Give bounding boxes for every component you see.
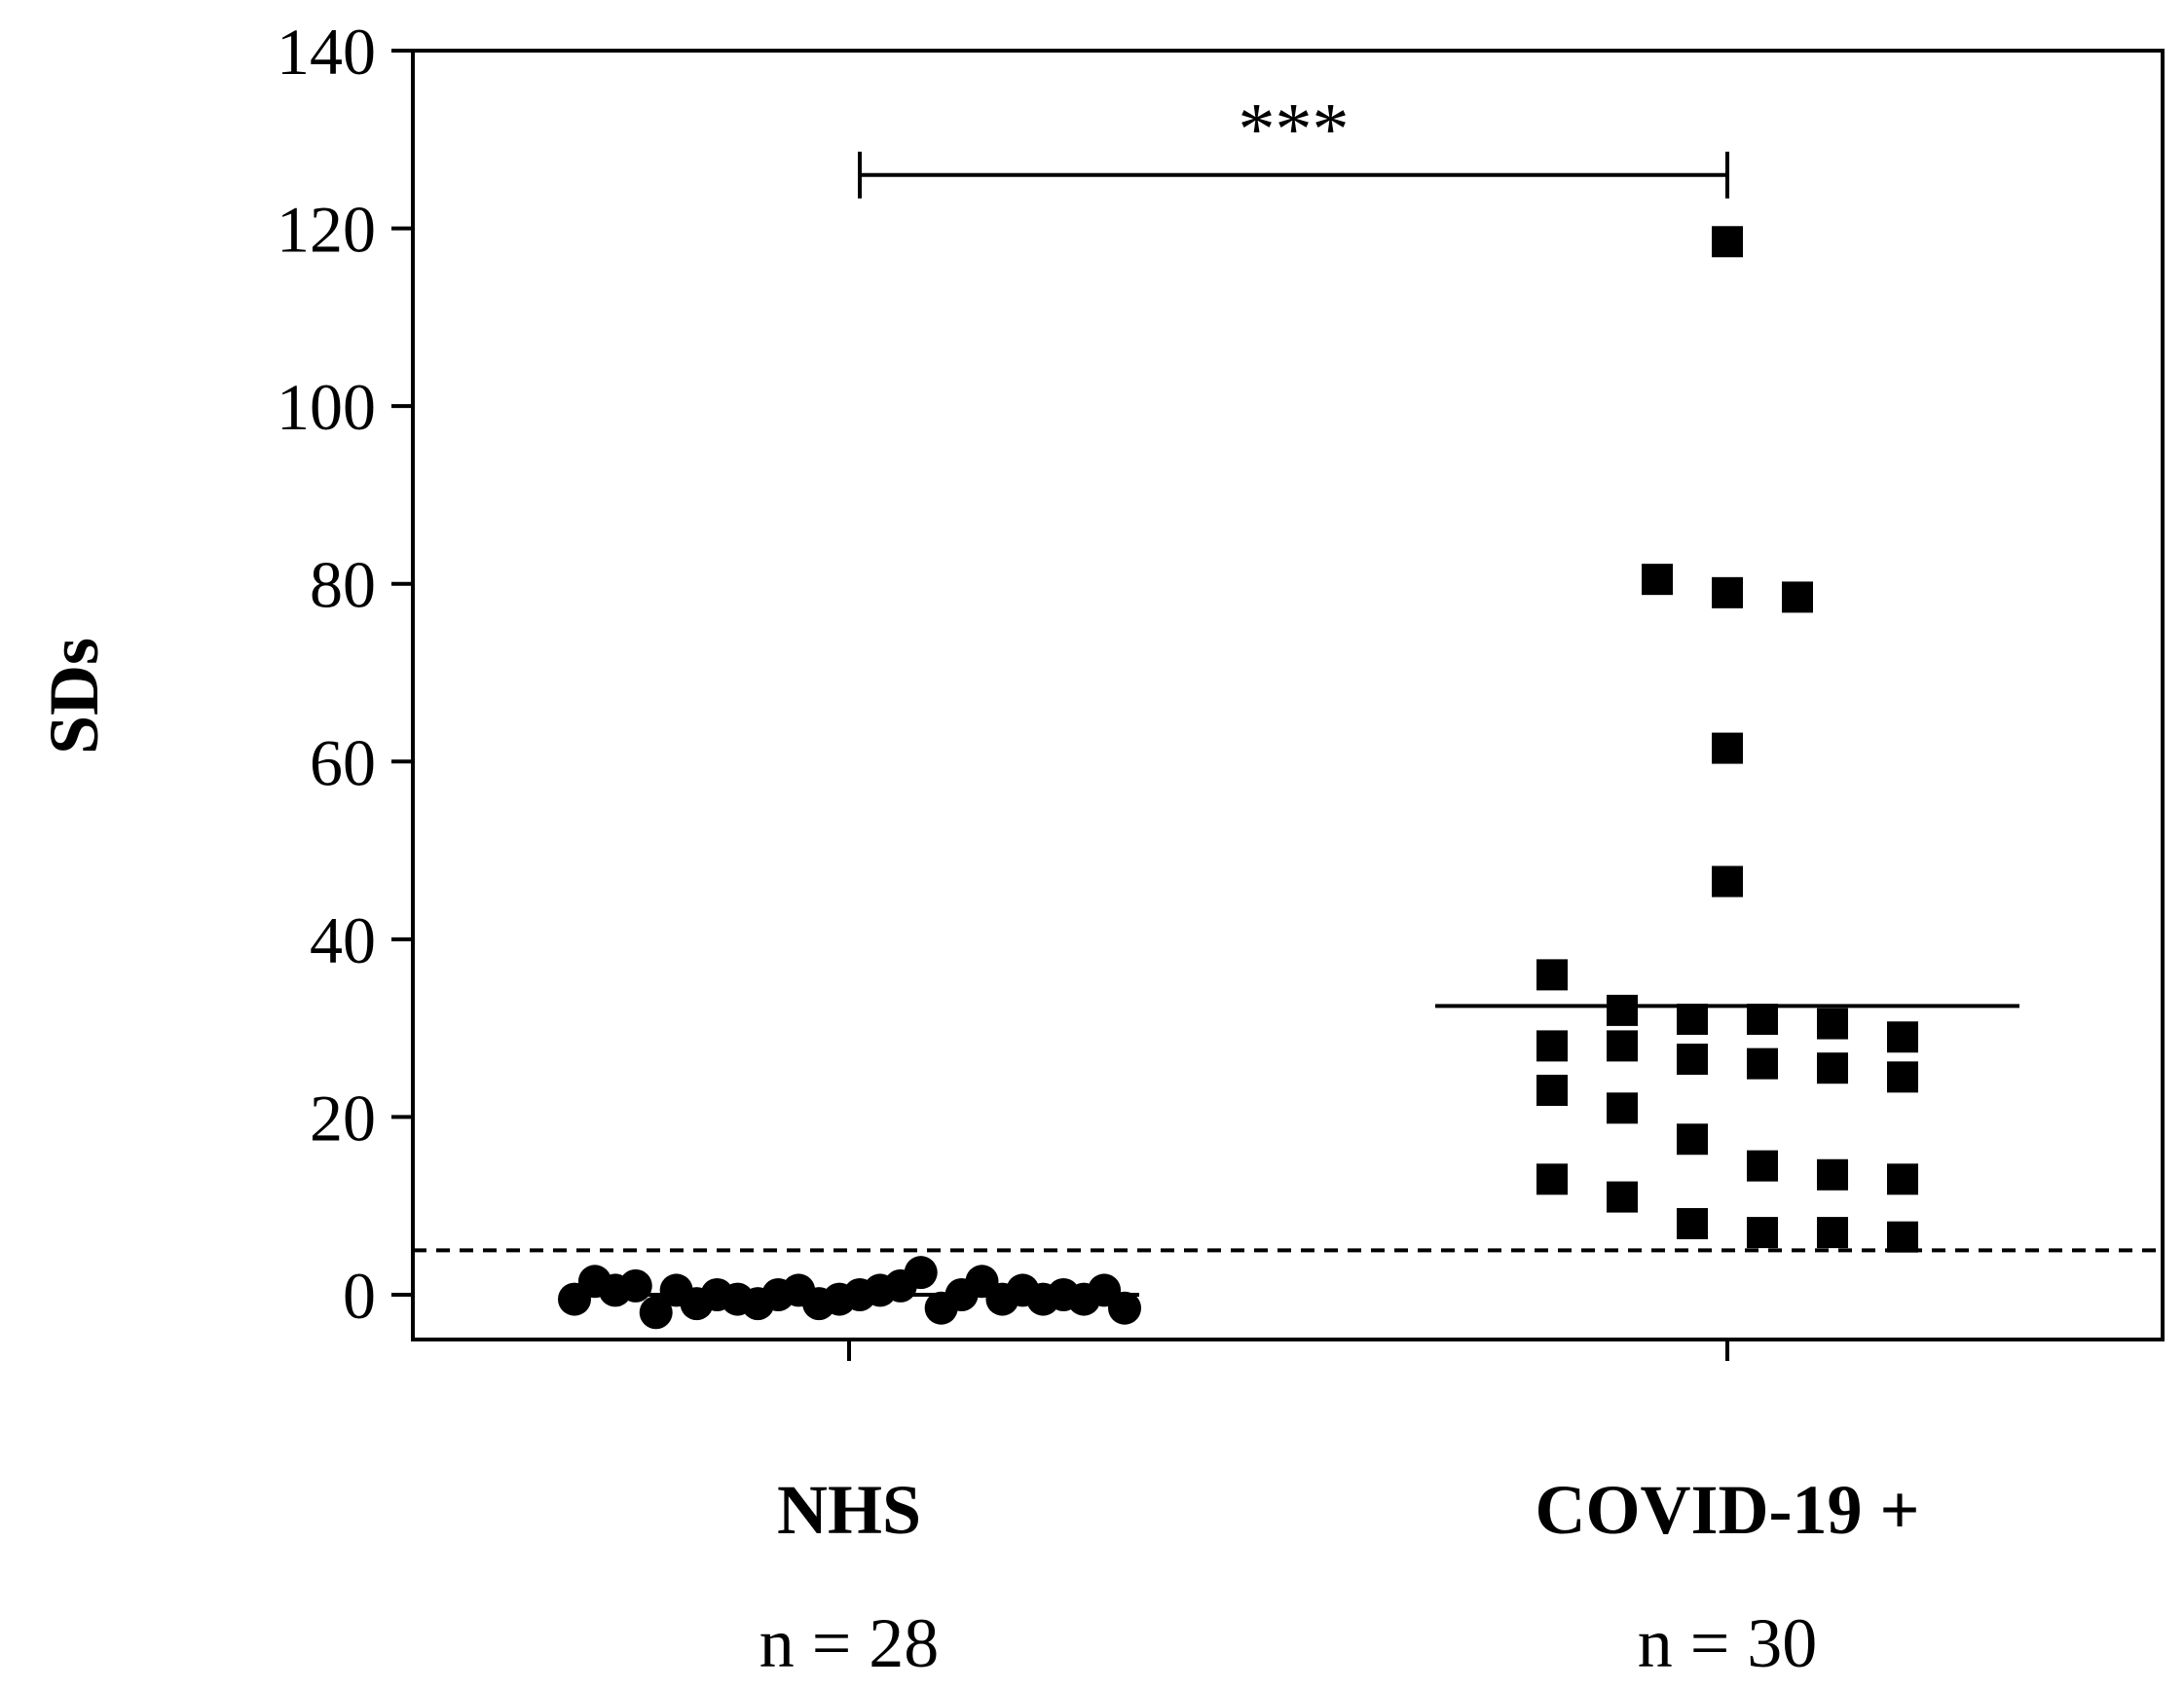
covid-point bbox=[1747, 1047, 1778, 1080]
y-axis: 0 20 40 60 80 100 120 140 bbox=[277, 15, 413, 1333]
category-label: NHS bbox=[777, 1471, 921, 1549]
nhs-point bbox=[639, 1296, 673, 1330]
covid-point bbox=[1677, 1207, 1708, 1239]
covid-point bbox=[1536, 1030, 1568, 1062]
y-tick-label: 100 bbox=[277, 370, 376, 444]
nhs-point bbox=[1108, 1291, 1141, 1325]
covid-point bbox=[1677, 1044, 1708, 1076]
y-tick-label: 20 bbox=[310, 1081, 376, 1155]
covid-point bbox=[1887, 1021, 1918, 1053]
covid-point bbox=[1887, 1221, 1918, 1253]
x-axis bbox=[847, 1340, 1729, 1361]
category-label: COVID-19 + bbox=[1535, 1471, 1919, 1549]
sample-size-label: n = 28 bbox=[759, 1604, 940, 1682]
plot-frame bbox=[411, 49, 2165, 1341]
covid-point bbox=[1712, 865, 1743, 898]
significance-bracket: *** bbox=[858, 89, 1729, 199]
covid-point bbox=[1607, 1030, 1638, 1062]
covid-point bbox=[1712, 226, 1743, 258]
covid-point bbox=[1887, 1061, 1918, 1093]
data-points bbox=[558, 226, 1918, 1330]
covid-point bbox=[1747, 1150, 1778, 1182]
significance-label: *** bbox=[1239, 89, 1350, 170]
nhs-point bbox=[904, 1256, 938, 1290]
covid-point bbox=[1607, 1181, 1638, 1213]
covid-point bbox=[1642, 564, 1673, 596]
covid-point bbox=[1536, 1163, 1568, 1195]
covid-point bbox=[1817, 1217, 1848, 1249]
y-tick-label: 40 bbox=[310, 903, 376, 977]
covid-point bbox=[1607, 994, 1638, 1026]
covid-point bbox=[1887, 1163, 1918, 1195]
covid-point bbox=[1677, 1123, 1708, 1156]
y-tick-label: 80 bbox=[310, 548, 376, 622]
covid-point bbox=[1536, 959, 1568, 991]
covid-point bbox=[1817, 1008, 1848, 1040]
covid-point bbox=[1817, 1052, 1848, 1084]
covid-point bbox=[1712, 576, 1743, 608]
sample-size-label: n = 30 bbox=[1638, 1604, 1818, 1682]
covid-point bbox=[1677, 1004, 1708, 1036]
y-tick-label: 0 bbox=[343, 1259, 376, 1333]
covid-point bbox=[1747, 1217, 1778, 1249]
y-tick-label: 60 bbox=[310, 725, 376, 799]
y-tick-label: 120 bbox=[277, 193, 376, 267]
y-axis-title: SDs bbox=[35, 638, 113, 754]
covid-point bbox=[1536, 1075, 1568, 1107]
covid-point bbox=[1607, 1092, 1638, 1124]
mean-lines bbox=[574, 1004, 2019, 1297]
nhs-point bbox=[618, 1268, 652, 1303]
y-tick-label: 140 bbox=[277, 15, 376, 89]
covid-point bbox=[1782, 581, 1813, 613]
covid-point bbox=[1712, 732, 1743, 764]
covid-point bbox=[1817, 1158, 1848, 1191]
category-labels: NHS n = 28 COVID-19 + n = 30 bbox=[759, 1471, 1920, 1682]
covid-point bbox=[1747, 1004, 1778, 1036]
